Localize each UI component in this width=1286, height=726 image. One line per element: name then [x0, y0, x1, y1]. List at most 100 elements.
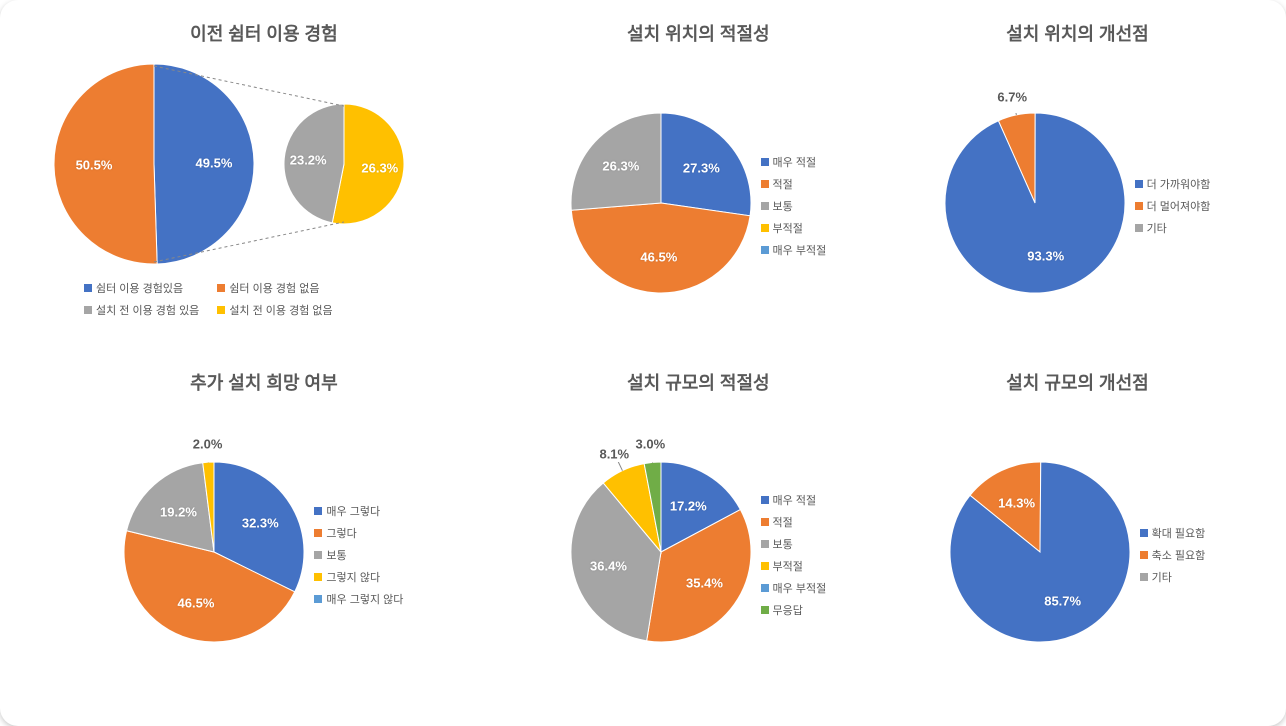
legend: 쉼터 이용 경험있음 쉼터 이용 경험 없음설치 전 이용 경험 있음 설치 전 이… [84, 280, 333, 318]
legend-text: 무응답 [773, 602, 803, 618]
pct-label: 36.4% [590, 559, 627, 574]
chart-area: 6.7%93.3% 더 가까워야함더 멀어져야함기타 [893, 54, 1262, 357]
legend-text: 매우 부적절 [773, 580, 827, 596]
legend-item: 매우 적절 [761, 154, 827, 170]
legend-text: 매우 그렇지 않다 [326, 591, 403, 607]
chart-area: 49.5%50.5% 26.3%23.2% 쉼터 이용 경험있음쉼터 이용 경험… [24, 54, 504, 357]
legend-text: 확대 필요함 [1152, 525, 1206, 541]
legend-item: 그렇다 [314, 525, 403, 541]
pie: 17.2%35.4%36.4%8.1%3.0% [571, 462, 751, 647]
legend-swatch [1140, 529, 1148, 537]
legend-swatch [314, 595, 322, 603]
legend-swatch [84, 306, 92, 314]
pct-label: 32.3% [242, 516, 279, 531]
legend-swatch [761, 606, 769, 614]
chart-title: 설치 규모의 개선점 [1006, 369, 1148, 395]
legend-swatch [761, 562, 769, 570]
legend-item: 그렇지 않다 [314, 569, 403, 585]
legend-text: 매우 적절 [773, 492, 817, 508]
legend-text: 보통 [326, 547, 346, 563]
legend-item: 더 멀어져야함 [1135, 198, 1211, 214]
legend-text: 보통 [773, 198, 793, 214]
legend-text: 보통 [773, 536, 793, 552]
chart-title: 설치 위치의 개선점 [1006, 20, 1148, 46]
legend-swatch [314, 573, 322, 581]
legend-swatch [1135, 180, 1143, 188]
dashboard-container: 이전 쉼터 이용 경험 49.5%50.5% 26.3%23.2% 쉼터 이용 … [0, 0, 1286, 726]
chart-location-improve: 설치 위치의 개선점 6.7%93.3% 더 가까워야함더 멀어져야함기타 [893, 20, 1262, 357]
legend: 매우 적절적절보통부적절매우 부적절 [761, 154, 827, 258]
legend-text: 매우 부적절 [773, 242, 827, 258]
pie: 6.7%93.3% [945, 113, 1125, 298]
legend-swatch [1140, 551, 1148, 559]
connector-lines [24, 54, 444, 274]
chart-scale-improve: 설치 규모의 개선점 14.3% 85.7% 확대 필요함축소 필요함기타 [893, 369, 1262, 706]
legend-swatch [217, 284, 225, 292]
pct-label: 85.7% [1044, 593, 1081, 608]
legend-item: 기타 [1140, 569, 1206, 585]
chart-area: 27.3%46.5%26.3% 매우 적절적절보통부적절매우 부적절 [514, 54, 883, 357]
legend-text: 더 멀어져야함 [1147, 198, 1211, 214]
legend-swatch [761, 224, 769, 232]
legend-item: 설치 전 이용 경험 없음 [217, 302, 332, 318]
legend-item: 보통 [314, 547, 403, 563]
legend-swatch [1135, 202, 1143, 210]
chart-experience: 이전 쉼터 이용 경험 49.5%50.5% 26.3%23.2% 쉼터 이용 … [24, 20, 504, 357]
legend-swatch [761, 540, 769, 548]
chart-scale-appropriate: 설치 규모의 적절성 17.2%35.4%36.4%8.1%3.0% 매우 적절… [514, 369, 883, 706]
legend-item: 적절 [761, 514, 827, 530]
legend: 매우 그렇다그렇다보통그렇지 않다매우 그렇지 않다 [314, 503, 403, 607]
legend-item: 매우 그렇지 않다 [314, 591, 403, 607]
pie-slice [945, 113, 1125, 293]
legend-text: 쉼터 이용 경험 없음 [229, 280, 319, 296]
legend-text: 매우 적절 [773, 154, 817, 170]
chart-title: 설치 규모의 적절성 [627, 369, 769, 395]
legend-swatch [761, 246, 769, 254]
legend-text: 더 가까워야함 [1147, 176, 1211, 192]
legend-text: 매우 그렇다 [326, 503, 380, 519]
legend-swatch [1135, 224, 1143, 232]
legend-item: 매우 부적절 [761, 242, 827, 258]
legend: 더 가까워야함더 멀어져야함기타 [1135, 176, 1211, 236]
pie-slice [571, 203, 750, 293]
pct-label: 17.2% [670, 498, 707, 513]
pie: 27.3%46.5%26.3% [571, 113, 751, 298]
legend-swatch [314, 529, 322, 537]
legend-item: 쉼터 이용 경험있음 [84, 280, 199, 296]
legend-text: 기타 [1152, 569, 1172, 585]
legend-text: 부적절 [773, 220, 803, 236]
legend-item: 부적절 [761, 558, 827, 574]
pct-label: 26.3% [602, 159, 639, 174]
legend-text: 적절 [773, 514, 793, 530]
pct-label: 8.1% [599, 447, 629, 462]
pct-label: 19.2% [160, 504, 197, 519]
legend-swatch [761, 180, 769, 188]
pct-label: 14.3% [998, 496, 1035, 511]
legend-text: 축소 필요함 [1152, 547, 1206, 563]
legend-item: 설치 전 이용 경험 있음 [84, 302, 199, 318]
chart-title: 설치 위치의 적절성 [627, 20, 769, 46]
legend: 매우 적절적절보통부적절매우 부적절무응답 [761, 492, 827, 618]
chart-title: 추가 설치 희망 여부 [190, 369, 337, 395]
legend-item: 보통 [761, 198, 827, 214]
legend-swatch [217, 306, 225, 314]
legend-item: 매우 적절 [761, 492, 827, 508]
pct-label: 46.5% [178, 595, 215, 610]
legend-text: 설치 전 이용 경험 있음 [96, 302, 199, 318]
chart-additional-install: 추가 설치 희망 여부 32.3% 46.5% 19.2% 2.0% 매우 그렇다그렇… [24, 369, 504, 706]
legend-swatch [761, 518, 769, 526]
chart-area: 17.2%35.4%36.4%8.1%3.0% 매우 적절적절보통부적절매우 부… [514, 403, 883, 706]
pct-label: 6.7% [997, 90, 1027, 105]
legend-item: 보통 [761, 536, 827, 552]
legend-text: 부적절 [773, 558, 803, 574]
legend-text: 그렇지 않다 [326, 569, 380, 585]
legend-item: 축소 필요함 [1140, 547, 1206, 563]
chart-area: 32.3%46.5%19.2%2.0% 매우 그렇다그렇다보통그렇지 않다매우 … [24, 403, 504, 706]
legend-item: 매우 부적절 [761, 580, 827, 596]
pct-label: 27.3% [683, 160, 720, 175]
pct-label: 3.0% [636, 437, 666, 452]
legend-swatch [314, 551, 322, 559]
legend-item: 부적절 [761, 220, 827, 236]
pct-label: 2.0% [193, 437, 223, 452]
legend-swatch [1140, 573, 1148, 581]
